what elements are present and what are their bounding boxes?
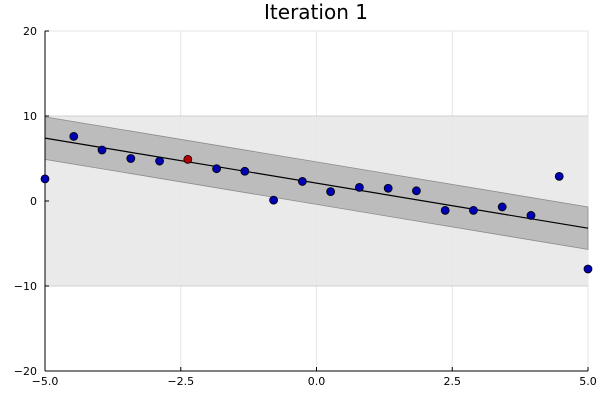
data-point [354, 182, 364, 192]
data-point [240, 166, 250, 176]
fit-line [44, 137, 589, 229]
data-point [212, 164, 221, 174]
data-point [126, 154, 136, 163]
x-tick-label: 0.0 [308, 375, 326, 388]
y-tick-label: 0 [30, 195, 37, 208]
x-tick-label: 2.5 [444, 375, 462, 388]
chart-title: Iteration 1 [264, 0, 368, 24]
y-tick-label: 20 [23, 25, 37, 38]
plot-area: −5.0 −2.5 0.0 2.5 5.0 −20 −10 0 10 20 [14, 25, 597, 388]
data-point [469, 205, 478, 215]
data-point [97, 145, 107, 155]
data-point [497, 202, 507, 212]
data-point [297, 177, 307, 186]
data-point [526, 211, 536, 220]
data-point [69, 131, 79, 141]
x-tick-label: −5.0 [32, 375, 59, 388]
highlighted-point [183, 154, 193, 164]
data-point [440, 205, 450, 215]
x-tick-label: 5.0 [579, 375, 597, 388]
y-tick-label: −10 [14, 280, 37, 293]
data-point [554, 171, 564, 181]
data-point [269, 195, 279, 205]
data-point [40, 174, 50, 184]
data-point [155, 156, 164, 166]
x-tick-label: −2.5 [167, 375, 194, 388]
data-point [583, 264, 593, 274]
data-point [412, 186, 421, 196]
data-point [383, 183, 393, 193]
y-tick-label: −20 [14, 365, 37, 378]
data-point [326, 187, 336, 197]
y-tick-label: 10 [23, 110, 37, 123]
